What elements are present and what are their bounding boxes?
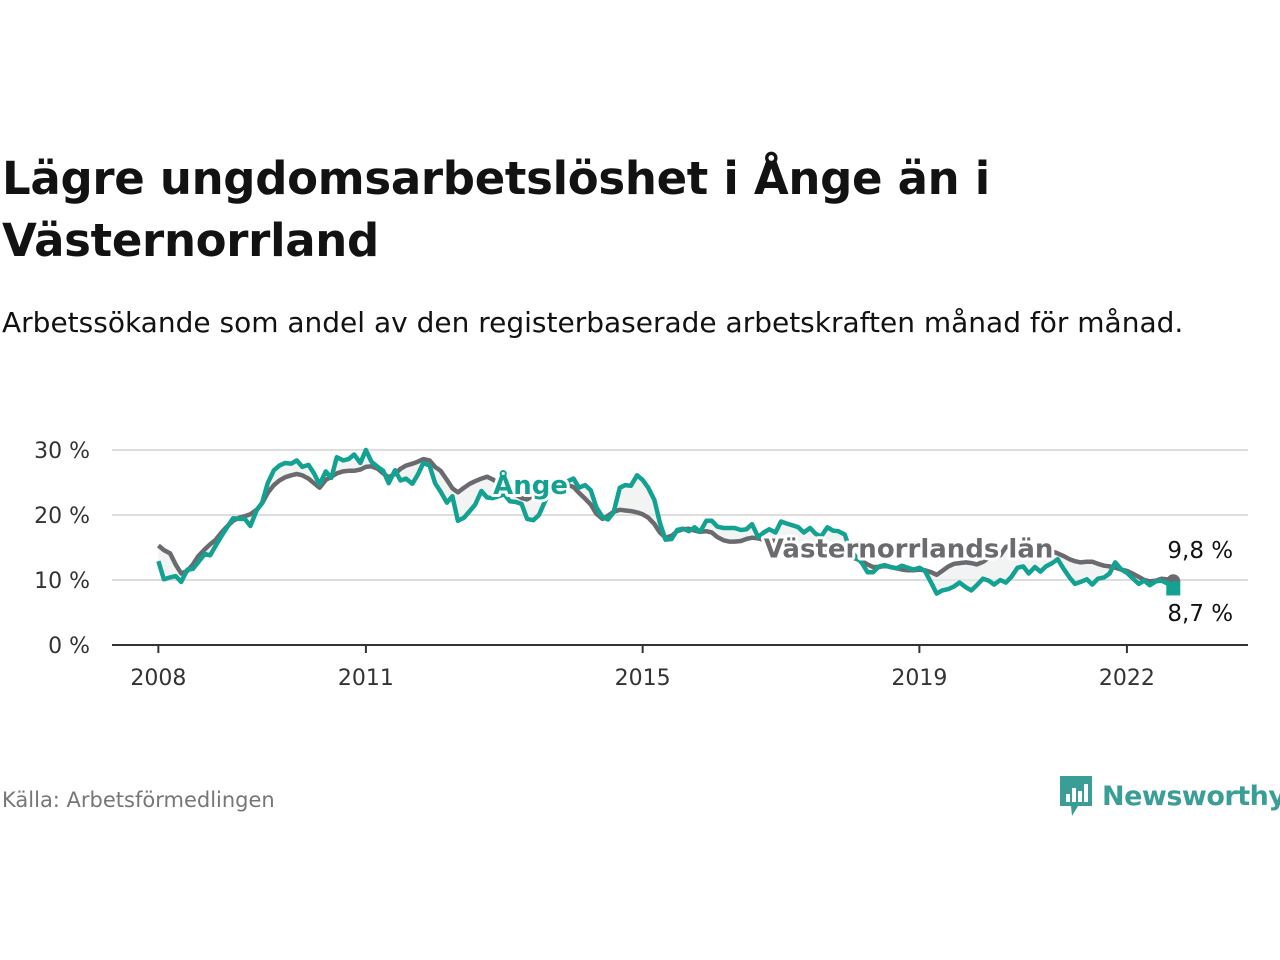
series-label-vasternorrland: Västernorrlands län	[764, 534, 1054, 564]
series-label-ange-halo: Ånge	[493, 469, 568, 501]
x-tick-label: 2022	[1099, 666, 1155, 691]
series-label-vasternorrland-halo: Västernorrlands län	[764, 534, 1054, 564]
chart-title: Lägre ungdomsarbetslöshet i Ånge än i Vä…	[2, 152, 990, 267]
grid-lines	[112, 449, 1248, 581]
series-lines	[156, 447, 1181, 596]
chart-subtitle: Arbetssökande som andel av den registerb…	[2, 306, 1184, 339]
end-value-vasternorrland: 9,8 %	[1167, 538, 1233, 564]
x-axis-tick-labels: 2008 2011 2015 2019 2022	[130, 645, 1155, 691]
end-marker-ange	[1166, 581, 1181, 596]
series-line-ange	[156, 447, 1175, 596]
end-value-vasternorrland-halo: 9,8 %	[1167, 538, 1233, 564]
y-tick-label: 20 %	[34, 504, 90, 529]
series-label-ange: Ånge	[493, 469, 568, 501]
y-axis-tick-labels: 0 % 10 % 20 % 30 %	[34, 439, 90, 659]
end-value-ange-halo: 8,7 %	[1167, 601, 1233, 627]
y-tick-label: 30 %	[34, 439, 90, 464]
y-tick-label: 0 %	[48, 634, 90, 659]
brand-name: Newsworthy	[1102, 780, 1280, 812]
x-tick-label: 2015	[615, 666, 671, 691]
x-tick-label: 2008	[130, 666, 186, 691]
brand-logo: Newsworthy	[1058, 772, 1280, 820]
line-chart: 0 % 10 % 20 % 30 % 2008 2011 2015 2019 2022 Ång…	[34, 439, 1248, 691]
x-tick-label: 2011	[338, 666, 394, 691]
source-note: Källa: Arbetsförmedlingen	[2, 788, 275, 812]
x-tick-label: 2019	[891, 666, 947, 691]
y-tick-label: 10 %	[34, 569, 90, 594]
newsworthy-logo-icon	[1060, 776, 1092, 816]
end-value-ange: 8,7 %	[1167, 601, 1233, 627]
